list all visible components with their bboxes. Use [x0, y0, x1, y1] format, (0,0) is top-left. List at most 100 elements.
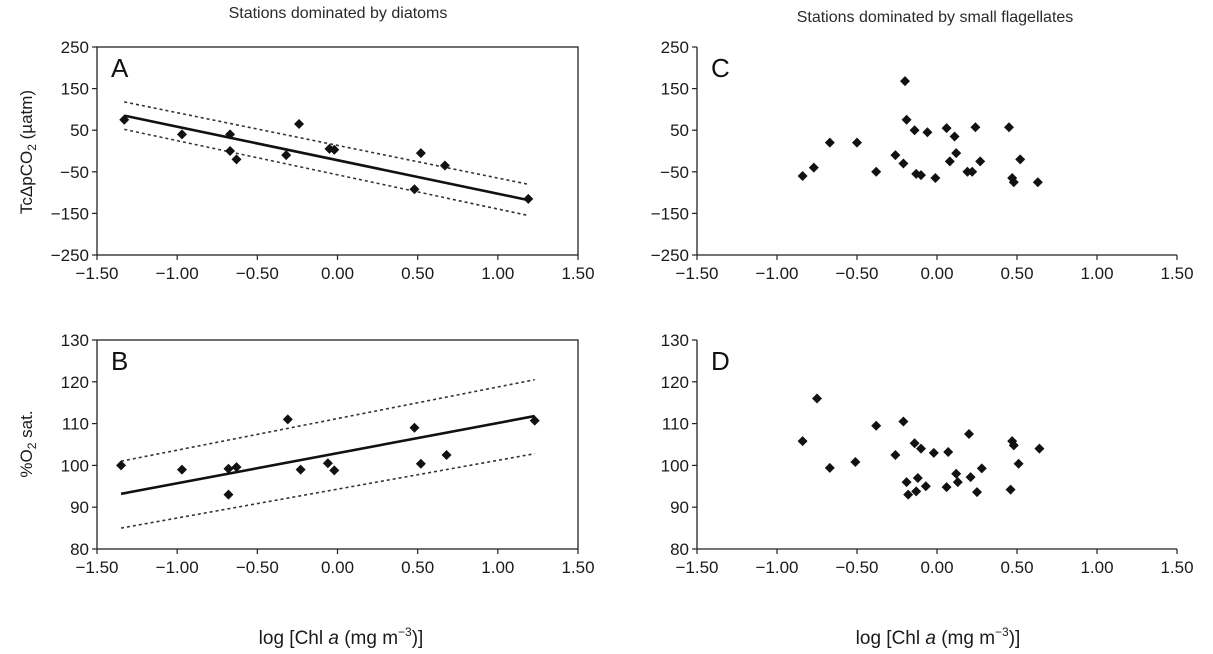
regression-line: [123, 114, 529, 202]
y-tick-label: 110: [62, 415, 89, 434]
data-point: [225, 129, 236, 140]
y-tick-label: 110: [662, 415, 689, 434]
x-tick-label: −0.50: [835, 264, 878, 283]
x-tick-label: 0.50: [401, 558, 434, 577]
data-point: [964, 429, 974, 440]
data-point: [871, 166, 882, 177]
panel-c: 250 150 50 −50 −150 −250−1.50 −1.00 −0.50 0.00 0.…: [651, 38, 1194, 283]
data-point: [909, 438, 920, 449]
data-point: [850, 457, 861, 468]
y-tick-label: 50: [70, 121, 89, 140]
data-point: [176, 464, 187, 475]
confidence-lower-line: [120, 452, 535, 529]
x-tick-label: 0.00: [920, 558, 953, 577]
data-point: [916, 443, 926, 454]
y-axis-label-bottom: %O2 sat.: [17, 410, 39, 477]
y-tick-label: 90: [670, 498, 689, 517]
y-tick-label: −50: [660, 163, 689, 182]
data-point: [415, 148, 426, 159]
data-point: [941, 123, 952, 134]
data-point: [812, 393, 822, 404]
data-point: [1005, 484, 1016, 495]
data-point: [911, 486, 922, 497]
data-point: [922, 127, 933, 138]
x-tick-label: 1.50: [561, 264, 594, 283]
data-point: [941, 482, 952, 493]
data-point: [901, 114, 912, 125]
y-tick-label: −150: [51, 204, 89, 223]
x-tick-label: −1.50: [75, 558, 118, 577]
y-tick-label: −250: [51, 246, 89, 265]
data-point: [890, 150, 901, 161]
data-point: [322, 458, 333, 469]
data-point: [1008, 440, 1019, 451]
data-point: [176, 129, 187, 140]
panel-label: B: [111, 346, 128, 376]
data-point: [231, 462, 242, 473]
data-point: [441, 449, 452, 460]
data-point: [949, 131, 960, 142]
x-tick-label: 1.00: [1080, 558, 1113, 577]
data-point: [909, 125, 920, 136]
data-point: [295, 464, 306, 475]
x-tick-label: −1.50: [675, 264, 718, 283]
x-tick-label: 0.00: [321, 558, 354, 577]
data-point: [116, 460, 127, 471]
x-tick-label: 1.50: [561, 558, 594, 577]
data-point: [797, 170, 808, 181]
plot-frame: [96, 339, 579, 550]
y-tick-label: 150: [61, 80, 89, 99]
data-point: [975, 156, 986, 167]
x-tick-label: 1.50: [1160, 264, 1193, 283]
x-tick-label: 0.00: [920, 264, 953, 283]
data-point: [797, 436, 808, 447]
y-tick-label: 150: [661, 80, 689, 99]
data-point: [223, 489, 234, 500]
data-point: [523, 193, 534, 204]
data-point: [415, 458, 426, 469]
x-axis-label-left: log [Chl a (mg m−3)]: [259, 625, 424, 649]
data-point: [900, 76, 910, 87]
data-point: [1008, 177, 1019, 188]
y-tick-label: 120: [61, 373, 89, 392]
x-tick-label: 1.00: [1080, 264, 1113, 283]
x-axis-label-right: log [Chl a (mg m−3)]: [856, 625, 1021, 649]
panel-label: C: [711, 53, 730, 83]
data-point: [951, 148, 962, 159]
data-point: [943, 447, 954, 458]
data-point: [824, 462, 835, 473]
data-point: [329, 144, 340, 155]
data-point: [944, 156, 955, 167]
data-point: [439, 160, 450, 171]
data-point: [282, 414, 293, 425]
x-tick-label: 1.50: [1160, 558, 1193, 577]
x-tick-label: −1.00: [755, 264, 798, 283]
y-tick-label: 250: [661, 38, 689, 57]
x-tick-label: 0.50: [401, 264, 434, 283]
data-point: [916, 170, 926, 181]
y-tick-label: 120: [661, 373, 689, 392]
data-point: [871, 420, 882, 431]
data-point: [903, 489, 914, 500]
column-title-right: Stations dominated by small flagellates: [797, 9, 1074, 26]
y-tick-label: −50: [60, 163, 89, 182]
panel-label: A: [111, 53, 129, 83]
x-tick-label: −1.00: [755, 558, 798, 577]
data-point: [231, 154, 242, 165]
data-point: [920, 481, 931, 492]
x-tick-label: 0.50: [1000, 558, 1033, 577]
y-tick-label: 250: [61, 38, 89, 57]
x-tick-label: 1.00: [481, 264, 514, 283]
x-tick-label: 0.00: [321, 264, 354, 283]
data-point: [1032, 177, 1043, 188]
x-tick-label: −1.50: [75, 264, 118, 283]
panel-d: 130 120 110 100 90 80−1.50 −1.00 −0.50 0.00 0.50 1…: [661, 331, 1194, 577]
data-point: [808, 162, 819, 173]
data-point: [952, 477, 963, 488]
y-tick-label: 80: [70, 540, 89, 559]
y-tick-label: −250: [651, 246, 689, 265]
y-tick-label: 130: [661, 331, 689, 350]
data-point: [409, 422, 420, 433]
data-point: [967, 166, 978, 177]
y-tick-label: −150: [651, 204, 689, 223]
